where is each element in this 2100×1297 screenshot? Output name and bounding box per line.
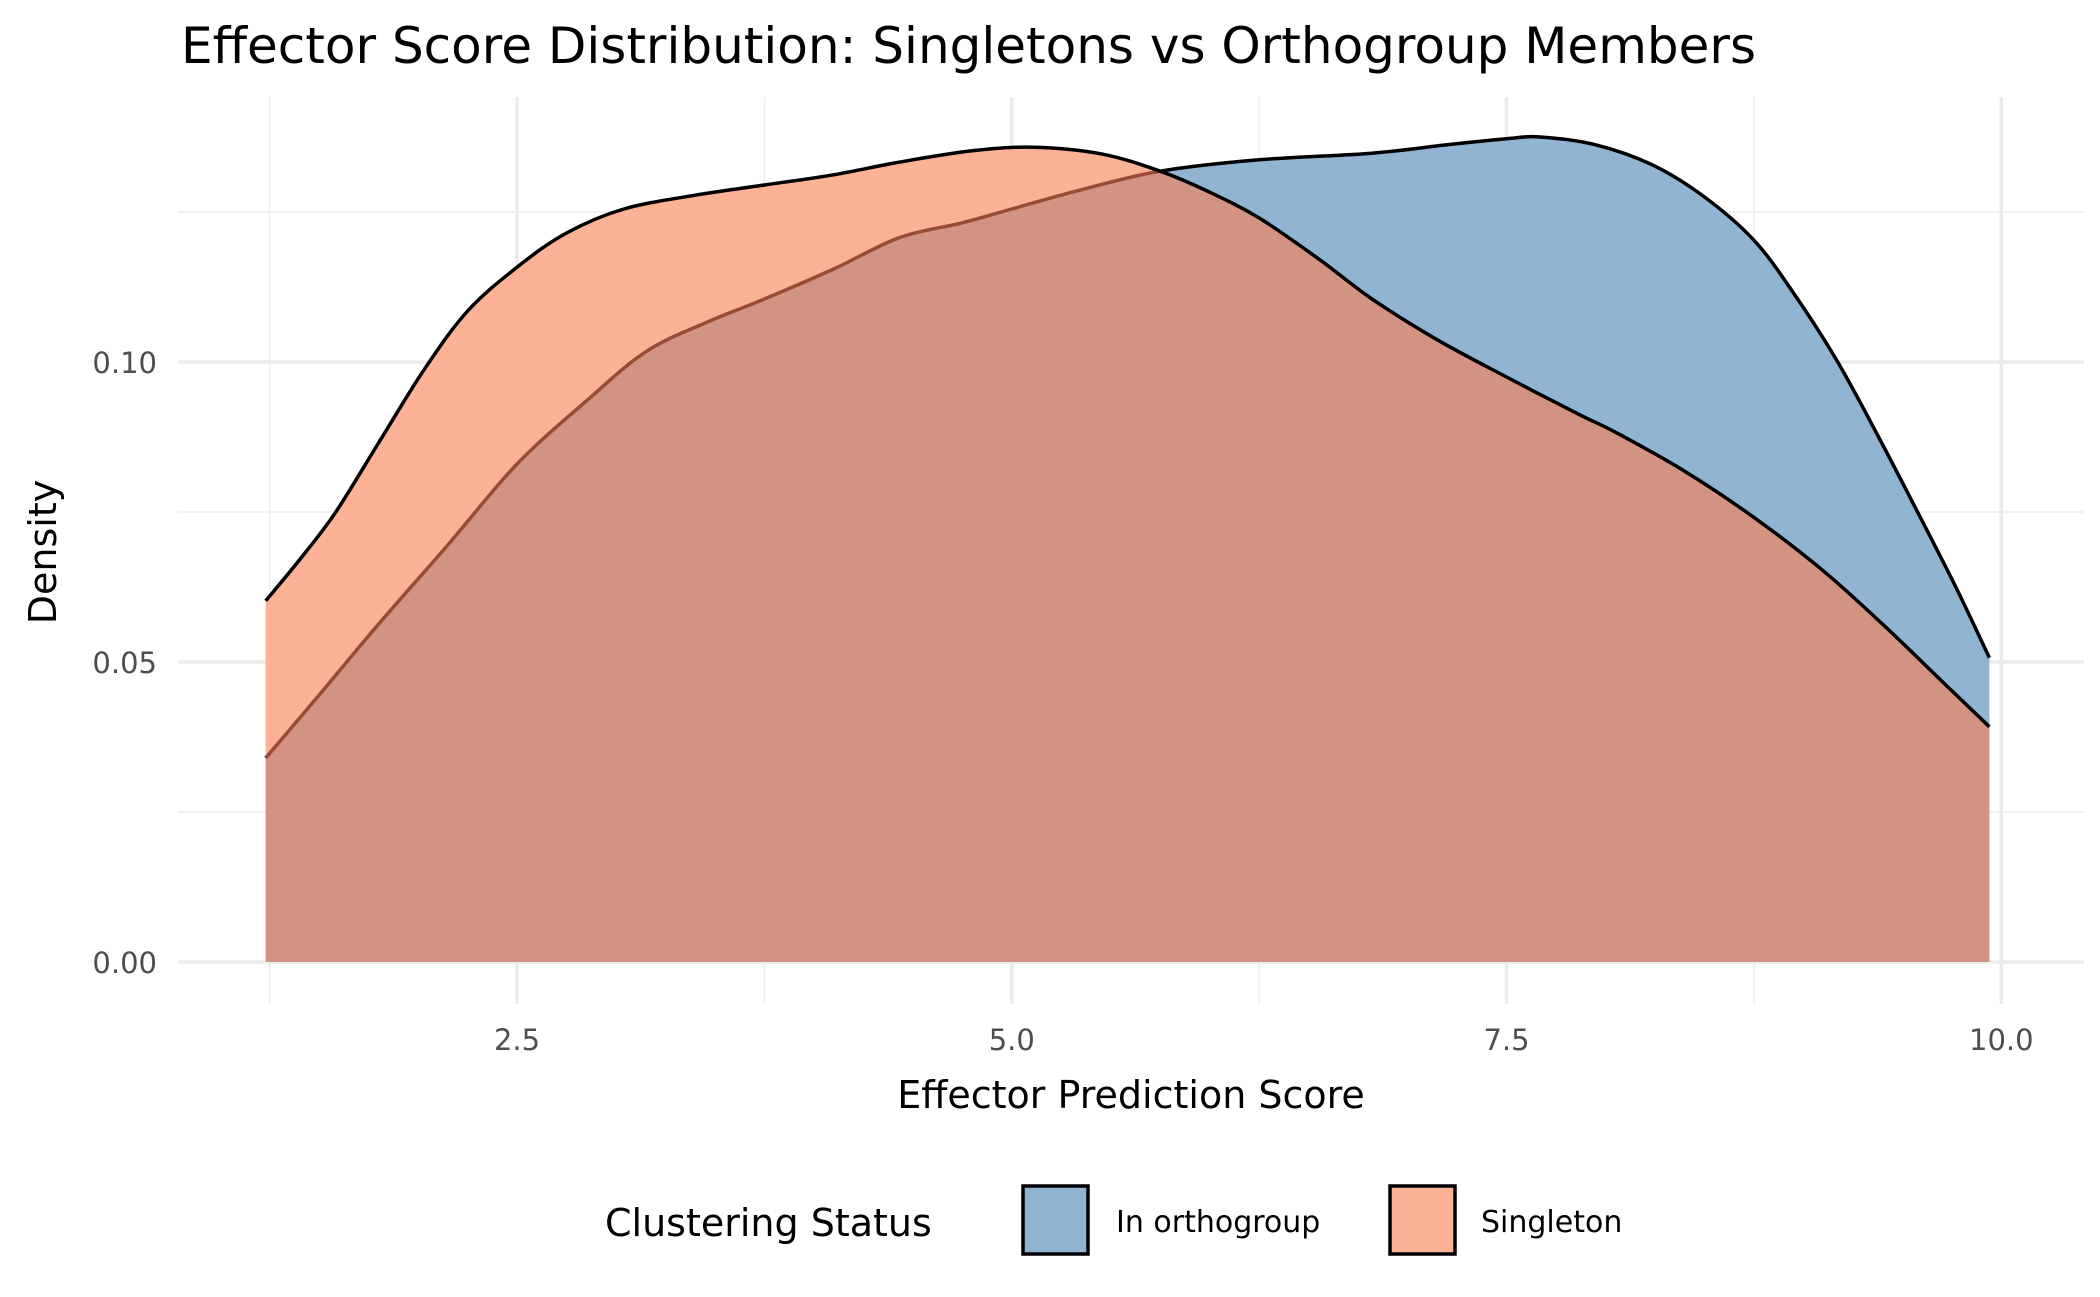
density-areas bbox=[264, 134, 1991, 962]
x-tick-label: 10.0 bbox=[1969, 1023, 2034, 1057]
x-tick-label: 7.5 bbox=[1483, 1023, 1529, 1057]
y-tick-label: 0.00 bbox=[92, 946, 157, 980]
legend-swatch-singleton bbox=[1388, 1184, 1457, 1256]
line-singleton bbox=[264, 145, 1991, 729]
x-tick-label: 2.5 bbox=[494, 1023, 540, 1057]
y-axis-title: Density bbox=[21, 480, 65, 624]
y-tick-label: 0.05 bbox=[92, 646, 157, 680]
legend-label-singleton: Singleton bbox=[1481, 1205, 1622, 1240]
legend-item-in-orthogroup[interactable]: In orthogroup bbox=[1021, 1184, 1320, 1256]
chart-title: Effector Score Distribution: Singletons … bbox=[181, 17, 1756, 75]
legend-title: Clustering Status bbox=[605, 1201, 932, 1245]
legend-item-singleton[interactable]: Singleton bbox=[1388, 1184, 1622, 1256]
x-axis-tick-labels: 2.5 5.0 7.5 10.0 bbox=[494, 1023, 2034, 1057]
y-tick-label: 0.10 bbox=[92, 346, 157, 380]
legend-swatch-in-orthogroup bbox=[1021, 1184, 1090, 1256]
y-axis-tick-labels: 0.00 0.05 0.10 bbox=[92, 346, 157, 980]
x-axis-title: Effector Prediction Score bbox=[897, 1073, 1365, 1117]
x-tick-label: 5.0 bbox=[989, 1023, 1035, 1057]
legend: Clustering Status In orthogroup Singleto… bbox=[605, 1184, 1622, 1256]
legend-label-in-orthogroup: In orthogroup bbox=[1116, 1205, 1320, 1240]
